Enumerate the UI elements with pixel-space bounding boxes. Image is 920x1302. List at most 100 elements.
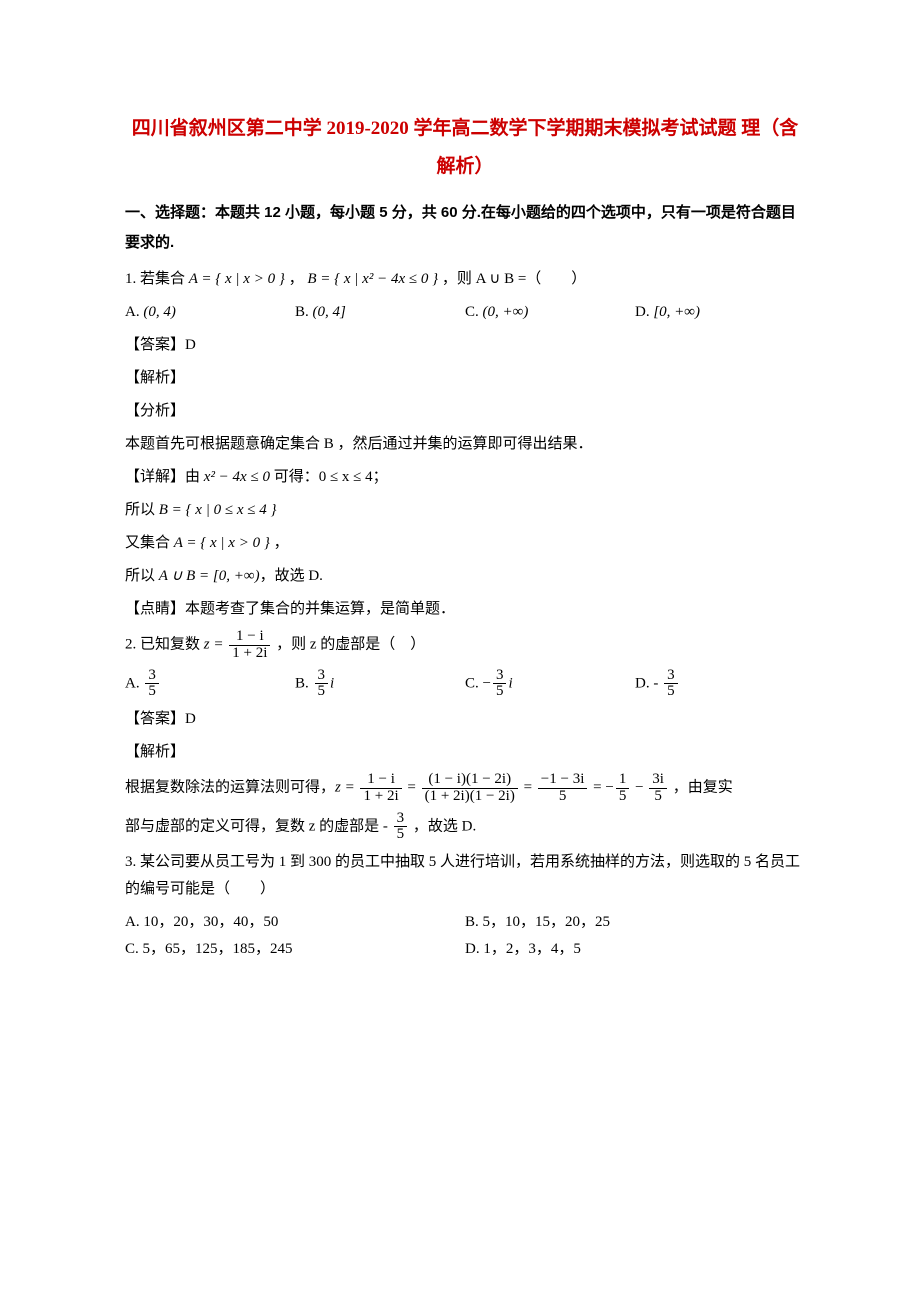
- q1-jiexi: 【解析】: [125, 365, 805, 392]
- fraction-1: 1 − i1 + 2i: [360, 772, 401, 805]
- denominator: 1 + 2i: [229, 646, 270, 662]
- page-title: 四川省叙州区第二中学 2019-2020 学年高二数学下学期期末模拟考试试题 理…: [125, 110, 805, 186]
- text: ，故选 D.: [260, 568, 323, 584]
- denominator: 5: [493, 684, 507, 700]
- denominator: 5: [538, 789, 588, 805]
- q1-option-a: A. (0, 4): [125, 299, 295, 326]
- q3-option-a: A. 10，20，30，40，50: [125, 909, 465, 936]
- eq: −: [631, 780, 647, 796]
- q2-stem: 2. 已知复数 z = 1 − i1 + 2i ，则 z 的虚部是（ ）: [125, 629, 805, 662]
- eq: =: [520, 780, 536, 796]
- eq: = −: [589, 780, 613, 796]
- math: A ∪ B = [0, +∞): [159, 568, 260, 584]
- prefix: -: [653, 675, 662, 691]
- numerator: 3: [664, 668, 678, 685]
- fraction: 35: [664, 668, 678, 701]
- opt-value: 5，10，15，20，25: [483, 914, 611, 930]
- opt-label: C.: [125, 941, 143, 957]
- q1-stem-pre: 1. 若集合: [125, 271, 189, 287]
- denominator: 5: [664, 684, 678, 700]
- opt-value: [0, +∞): [653, 304, 700, 320]
- question-2: 2. 已知复数 z = 1 − i1 + 2i ，则 z 的虚部是（ ） A. …: [125, 629, 805, 843]
- q1-answer: 【答案】D: [125, 332, 805, 359]
- opt-value: (0, 4]: [313, 304, 346, 320]
- numerator: −1 − 3i: [538, 772, 588, 789]
- z-eq: z =: [335, 780, 358, 796]
- q3-stem: 3. 某公司要从员工号为 1 到 300 的员工中抽取 5 人进行培训，若用系统…: [125, 849, 805, 903]
- text: ，: [270, 535, 289, 551]
- opt-value: (0, 4): [143, 304, 176, 320]
- fraction-4: 15: [616, 772, 630, 805]
- q1-detail3: 又集合 A = { x | x > 0 } ，: [125, 530, 805, 557]
- opt-label: B.: [465, 914, 483, 930]
- q1-fenxi-text: 本题首先可根据题意确定集合 B ，然后通过并集的运算即可得出结果．: [125, 431, 805, 458]
- opt-value: 5，65，125，185，245: [143, 941, 293, 957]
- numerator: 3: [145, 668, 159, 685]
- eq: =: [404, 780, 420, 796]
- math: A = { x | x > 0 }: [174, 535, 270, 551]
- q1-stem-post: ，则 A ∪ B =（ ）: [438, 271, 586, 287]
- opt-value: 1，2，3，4，5: [483, 941, 581, 957]
- opt-label: C.: [465, 675, 483, 691]
- q2-stem-post: ，则 z 的虚部是（ ）: [272, 637, 425, 653]
- q2-option-c: C. −35i: [465, 668, 635, 701]
- text: 可得：0 ≤ x ≤ 4；: [270, 469, 388, 485]
- text: ，由复实: [669, 780, 733, 796]
- text: 所以: [125, 568, 159, 584]
- numerator: (1 − i)(1 − 2i): [422, 772, 518, 789]
- text: 所以: [125, 502, 159, 518]
- text: 根据复数除法的运算法则可得，: [125, 780, 335, 796]
- z-fraction: 1 − i1 + 2i: [229, 629, 270, 662]
- section-header: 一、选择题：本题共 12 小题，每小题 5 分，共 60 分.在每小题给的四个选…: [125, 198, 805, 258]
- opt-label: A.: [125, 914, 143, 930]
- q1-detail4: 所以 A ∪ B = [0, +∞)，故选 D.: [125, 563, 805, 590]
- numerator: 1 − i: [360, 772, 401, 789]
- text: 又集合: [125, 535, 174, 551]
- q1-detail2: 所以 B = { x | 0 ≤ x ≤ 4 }: [125, 497, 805, 524]
- q1-detail1: 【详解】由 x² − 4x ≤ 0 可得：0 ≤ x ≤ 4；: [125, 464, 805, 491]
- opt-value: 10，20，30，40，50: [143, 914, 278, 930]
- q3-option-c: C. 5，65，125，185，245: [125, 936, 465, 963]
- q2-options: A. 35 B. 35i C. −35i D. - 35: [125, 668, 805, 701]
- fraction-5: 3i5: [649, 772, 667, 805]
- q2-answer: 【答案】D: [125, 706, 805, 733]
- q1-option-d: D. [0, +∞): [635, 299, 805, 326]
- q2-option-d: D. - 35: [635, 668, 805, 701]
- text: 部与虚部的定义可得，复数 z 的虚部是 -: [125, 818, 392, 834]
- opt-label: D.: [635, 675, 653, 691]
- q1-option-c: C. (0, +∞): [465, 299, 635, 326]
- q1-option-b: B. (0, 4]: [295, 299, 465, 326]
- q2-stem-pre: 2. 已知复数: [125, 637, 204, 653]
- q2-jiexi: 【解析】: [125, 739, 805, 766]
- q1-point: 【点睛】本题考查了集合的并集运算，是简单题．: [125, 596, 805, 623]
- denominator: 5: [616, 789, 630, 805]
- opt-label: B.: [295, 304, 313, 320]
- numerator: 3: [394, 811, 408, 828]
- q1-setB: B = { x | x² − 4x ≤ 0 }: [307, 271, 438, 287]
- numerator: 3i: [649, 772, 667, 789]
- denominator: 1 + 2i: [360, 789, 401, 805]
- opt-value: (0, +∞): [483, 304, 529, 320]
- detail-label: 【详解】: [125, 469, 185, 485]
- denominator: 5: [649, 789, 667, 805]
- z-prefix: z =: [204, 637, 227, 653]
- opt-label: D.: [635, 304, 653, 320]
- q1-setA: A = { x | x > 0 }: [189, 271, 285, 287]
- numerator: 3: [315, 668, 329, 685]
- fraction: 35: [145, 668, 159, 701]
- opt-label: A.: [125, 675, 143, 691]
- numerator: 3: [493, 668, 507, 685]
- math: B = { x | 0 ≤ x ≤ 4 }: [159, 502, 277, 518]
- numerator: 1: [616, 772, 630, 789]
- fraction: 35: [315, 668, 329, 701]
- suffix: i: [330, 675, 334, 691]
- q1-fenxi: 【分析】: [125, 398, 805, 425]
- q2-option-a: A. 35: [125, 668, 295, 701]
- q1-sep1: ，: [285, 271, 308, 287]
- text: ，故选 D.: [409, 818, 476, 834]
- q3-option-d: D. 1，2，3，4，5: [465, 936, 805, 963]
- fraction: 35: [394, 811, 408, 844]
- question-1: 1. 若集合 A = { x | x > 0 } ， B = { x | x² …: [125, 266, 805, 623]
- fraction-3: −1 − 3i5: [538, 772, 588, 805]
- opt-label: C.: [465, 304, 483, 320]
